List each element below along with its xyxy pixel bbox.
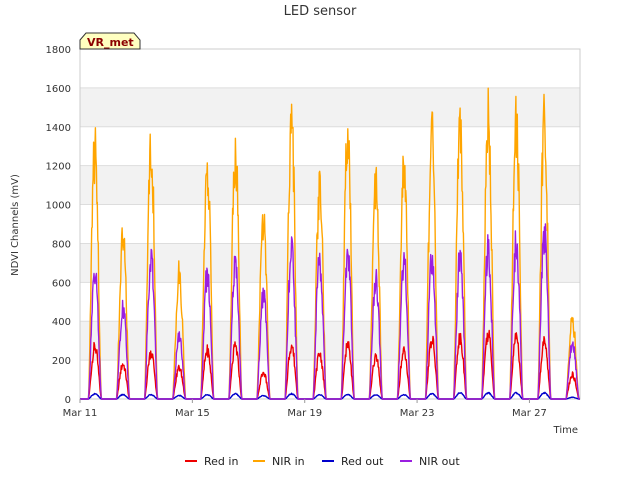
x-tick-label: Mar 11 (63, 408, 98, 419)
legend: Red in NIR in Red out NIR out (185, 455, 460, 468)
legend-label: Red out (341, 455, 384, 468)
legend-item-nir-in: NIR in (253, 455, 305, 468)
legend-label: NIR out (419, 455, 460, 468)
vr-met-badge: VR_met (79, 32, 141, 50)
y-tick-label: 1400 (46, 123, 71, 134)
y-tick-label: 800 (52, 239, 71, 250)
x-tick-label: Mar 19 (287, 408, 322, 419)
y-tick-label: 600 (52, 278, 71, 289)
grid-band (80, 87, 580, 127)
series-line-nir-out (79, 223, 581, 400)
grid-band (80, 321, 580, 361)
y-axis-label: NDVI Channels (mV) (10, 174, 21, 276)
x-tick-label: Mar 15 (175, 408, 210, 419)
chart-title: LED sensor (284, 4, 357, 19)
x-axis-ticks: Mar 11 Mar 15 Mar 19 Mar 23 Mar 27 (63, 399, 547, 419)
series-line-red-out (79, 391, 581, 400)
series-lines (79, 87, 581, 400)
y-tick-label: 1200 (46, 162, 71, 173)
legend-item-nir-out: NIR out (400, 455, 460, 468)
y-axis-ticks: 0 200 400 600 800 1000 1200 1400 1600 1800 (46, 45, 71, 406)
x-tick-label: Mar 27 (512, 408, 547, 419)
x-tick-label: Mar 23 (400, 408, 435, 419)
legend-item-red-in: Red in (185, 455, 238, 468)
y-tick-label: 1600 (46, 84, 71, 95)
grid-band (80, 165, 580, 205)
badge-label: VR_met (87, 36, 134, 49)
legend-label: NIR in (272, 455, 305, 468)
grid-band (80, 243, 580, 283)
y-tick-label: 400 (52, 317, 71, 328)
y-tick-label: 1000 (46, 201, 71, 212)
background-bands (80, 87, 580, 361)
y-tick-label: 1800 (46, 45, 71, 56)
x-axis-label: Time (553, 425, 578, 436)
legend-item-red-out: Red out (322, 455, 384, 468)
legend-label: Red in (204, 455, 238, 468)
y-tick-label: 200 (52, 356, 71, 367)
y-tick-label: 0 (65, 395, 71, 406)
